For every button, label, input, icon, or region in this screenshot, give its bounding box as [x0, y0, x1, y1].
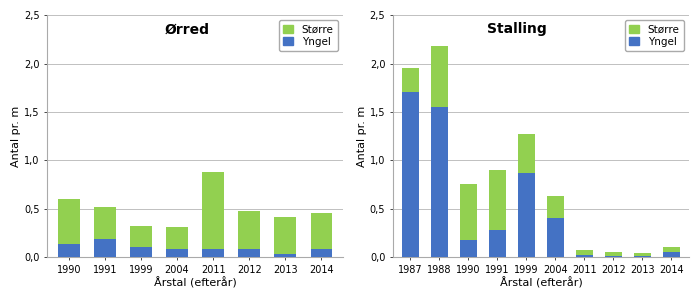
Legend: Større, Yngel: Større, Yngel	[624, 20, 684, 51]
Bar	[663, 252, 680, 257]
Bar	[605, 256, 622, 257]
Bar	[130, 248, 152, 257]
X-axis label: Årstal (efterår): Årstal (efterår)	[154, 278, 237, 289]
Y-axis label: Antal pr. m: Antal pr. m	[11, 106, 21, 167]
Bar	[311, 249, 332, 257]
Bar	[94, 207, 116, 239]
Bar	[166, 227, 188, 249]
Text: Ørred: Ørred	[165, 22, 210, 36]
Bar	[605, 252, 622, 256]
Bar	[575, 255, 593, 257]
Bar	[94, 239, 116, 257]
Bar	[202, 249, 224, 257]
Bar	[518, 134, 535, 173]
Bar	[274, 254, 296, 257]
Bar	[460, 240, 477, 257]
Bar	[130, 226, 152, 247]
Bar	[460, 184, 477, 240]
Bar	[489, 170, 506, 230]
Y-axis label: Antal pr. m: Antal pr. m	[357, 106, 367, 167]
Bar	[58, 244, 80, 257]
Bar	[634, 253, 651, 256]
Bar	[430, 46, 448, 107]
Bar	[202, 172, 224, 249]
Bar	[518, 173, 535, 257]
Bar	[634, 256, 651, 257]
X-axis label: Årstal (efterår): Årstal (efterår)	[500, 278, 582, 289]
Bar	[575, 250, 593, 255]
Bar	[402, 92, 419, 257]
Bar	[430, 107, 448, 257]
Bar	[547, 218, 564, 257]
Bar	[239, 211, 260, 249]
Legend: Større, Yngel: Større, Yngel	[279, 20, 338, 51]
Bar	[489, 230, 506, 257]
Bar	[166, 249, 188, 257]
Bar	[311, 212, 332, 249]
Bar	[58, 199, 80, 244]
Text: Stalling: Stalling	[487, 22, 547, 36]
Bar	[274, 218, 296, 254]
Bar	[547, 196, 564, 218]
Bar	[402, 68, 419, 92]
Bar	[239, 249, 260, 257]
Bar	[663, 248, 680, 252]
